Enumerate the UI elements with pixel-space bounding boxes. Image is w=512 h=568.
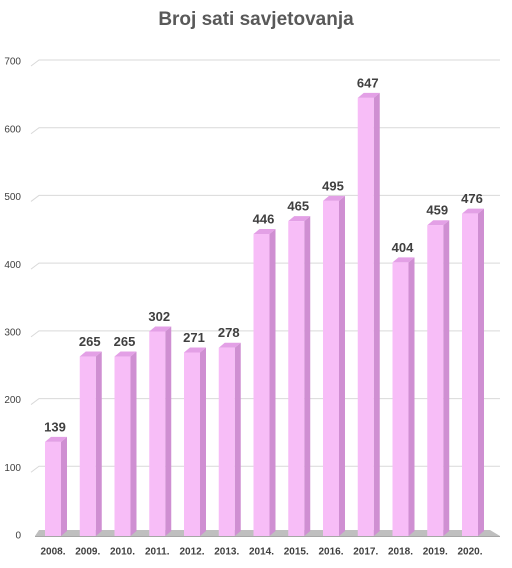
- bar-top: [79, 351, 102, 357]
- bar-side: [165, 326, 172, 536]
- value-label: 271: [183, 330, 205, 345]
- y-tick-label: 400: [4, 260, 21, 271]
- bar-side: [478, 208, 484, 536]
- bar-side: [95, 351, 102, 536]
- value-label: 446: [253, 211, 275, 226]
- value-label: 459: [426, 203, 448, 218]
- x-tick-label: 2019.: [423, 547, 448, 558]
- value-label: 302: [148, 309, 170, 324]
- x-tick-label: 2016.: [318, 547, 343, 558]
- bar-side: [200, 347, 206, 536]
- bar-top: [253, 228, 276, 234]
- bar-top: [149, 326, 172, 332]
- bar-side: [408, 257, 415, 536]
- x-tick-label: 2020.: [457, 547, 482, 558]
- grid-line: [30, 398, 500, 405]
- x-tick-label: 2009.: [75, 547, 100, 558]
- bar-top: [427, 220, 450, 226]
- bar: [149, 331, 166, 536]
- x-tick-label: 2013.: [214, 547, 239, 558]
- bar-top: [357, 92, 380, 98]
- bar-side: [269, 228, 276, 536]
- grid-line: [30, 127, 500, 135]
- value-label: 465: [287, 199, 309, 214]
- grid-line: [30, 465, 500, 473]
- x-tick-label: 2018.: [388, 547, 413, 558]
- y-tick-label: 200: [4, 395, 21, 406]
- x-tick-label: 2017.: [353, 547, 378, 558]
- bar-top: [184, 347, 206, 353]
- bar: [79, 356, 96, 536]
- y-tick-label: 0: [15, 531, 21, 542]
- bar-top: [114, 351, 137, 357]
- bar-top: [323, 195, 345, 201]
- bar: [357, 97, 374, 536]
- grid-line: [30, 59, 500, 67]
- value-label: 139: [44, 419, 66, 434]
- y-tick-label: 700: [4, 57, 21, 68]
- value-label: 404: [392, 240, 414, 255]
- grid-line: [30, 262, 500, 270]
- value-label: 476: [461, 191, 483, 206]
- bar: [45, 441, 61, 536]
- bar: [323, 200, 339, 537]
- x-tick-label: 2010.: [110, 547, 135, 558]
- bar-side: [373, 92, 380, 536]
- bar-side: [130, 351, 137, 536]
- grid-line: [30, 194, 500, 202]
- x-tick-label: 2011.: [145, 547, 170, 558]
- grid-line: [30, 330, 500, 338]
- floor-front: [35, 536, 500, 537]
- bar: [288, 221, 305, 536]
- x-tick-label: 2012.: [179, 547, 204, 558]
- bar-top: [462, 208, 484, 214]
- y-tick-label: 500: [4, 192, 21, 203]
- y-tick-label: 300: [4, 327, 21, 338]
- value-label: 265: [79, 334, 101, 349]
- value-label: 495: [322, 178, 344, 193]
- x-tick-label: 2008.: [40, 547, 65, 558]
- bar-top: [288, 216, 311, 222]
- bar: [184, 352, 200, 536]
- bar-side: [443, 220, 450, 537]
- bar-side: [61, 436, 67, 536]
- bar-top: [218, 342, 241, 348]
- bar-side: [339, 195, 345, 537]
- bar: [392, 262, 409, 536]
- x-tick-label: 2015.: [284, 547, 309, 558]
- bar-side: [304, 216, 311, 536]
- bar: [114, 356, 131, 536]
- bar-side: [234, 342, 241, 536]
- bar: [218, 347, 235, 536]
- bar-top: [45, 436, 67, 442]
- value-label: 278: [218, 325, 240, 340]
- chart-title: Broj sati savjetovanja: [158, 9, 354, 30]
- y-tick-label: 100: [4, 463, 21, 474]
- value-label: 647: [357, 75, 379, 90]
- bar-top: [392, 257, 415, 263]
- x-tick-label: 2014.: [249, 547, 274, 558]
- bar: [253, 233, 270, 536]
- bar: [427, 225, 444, 537]
- bar: [462, 213, 478, 536]
- value-label: 265: [114, 334, 136, 349]
- y-tick-label: 600: [4, 124, 21, 135]
